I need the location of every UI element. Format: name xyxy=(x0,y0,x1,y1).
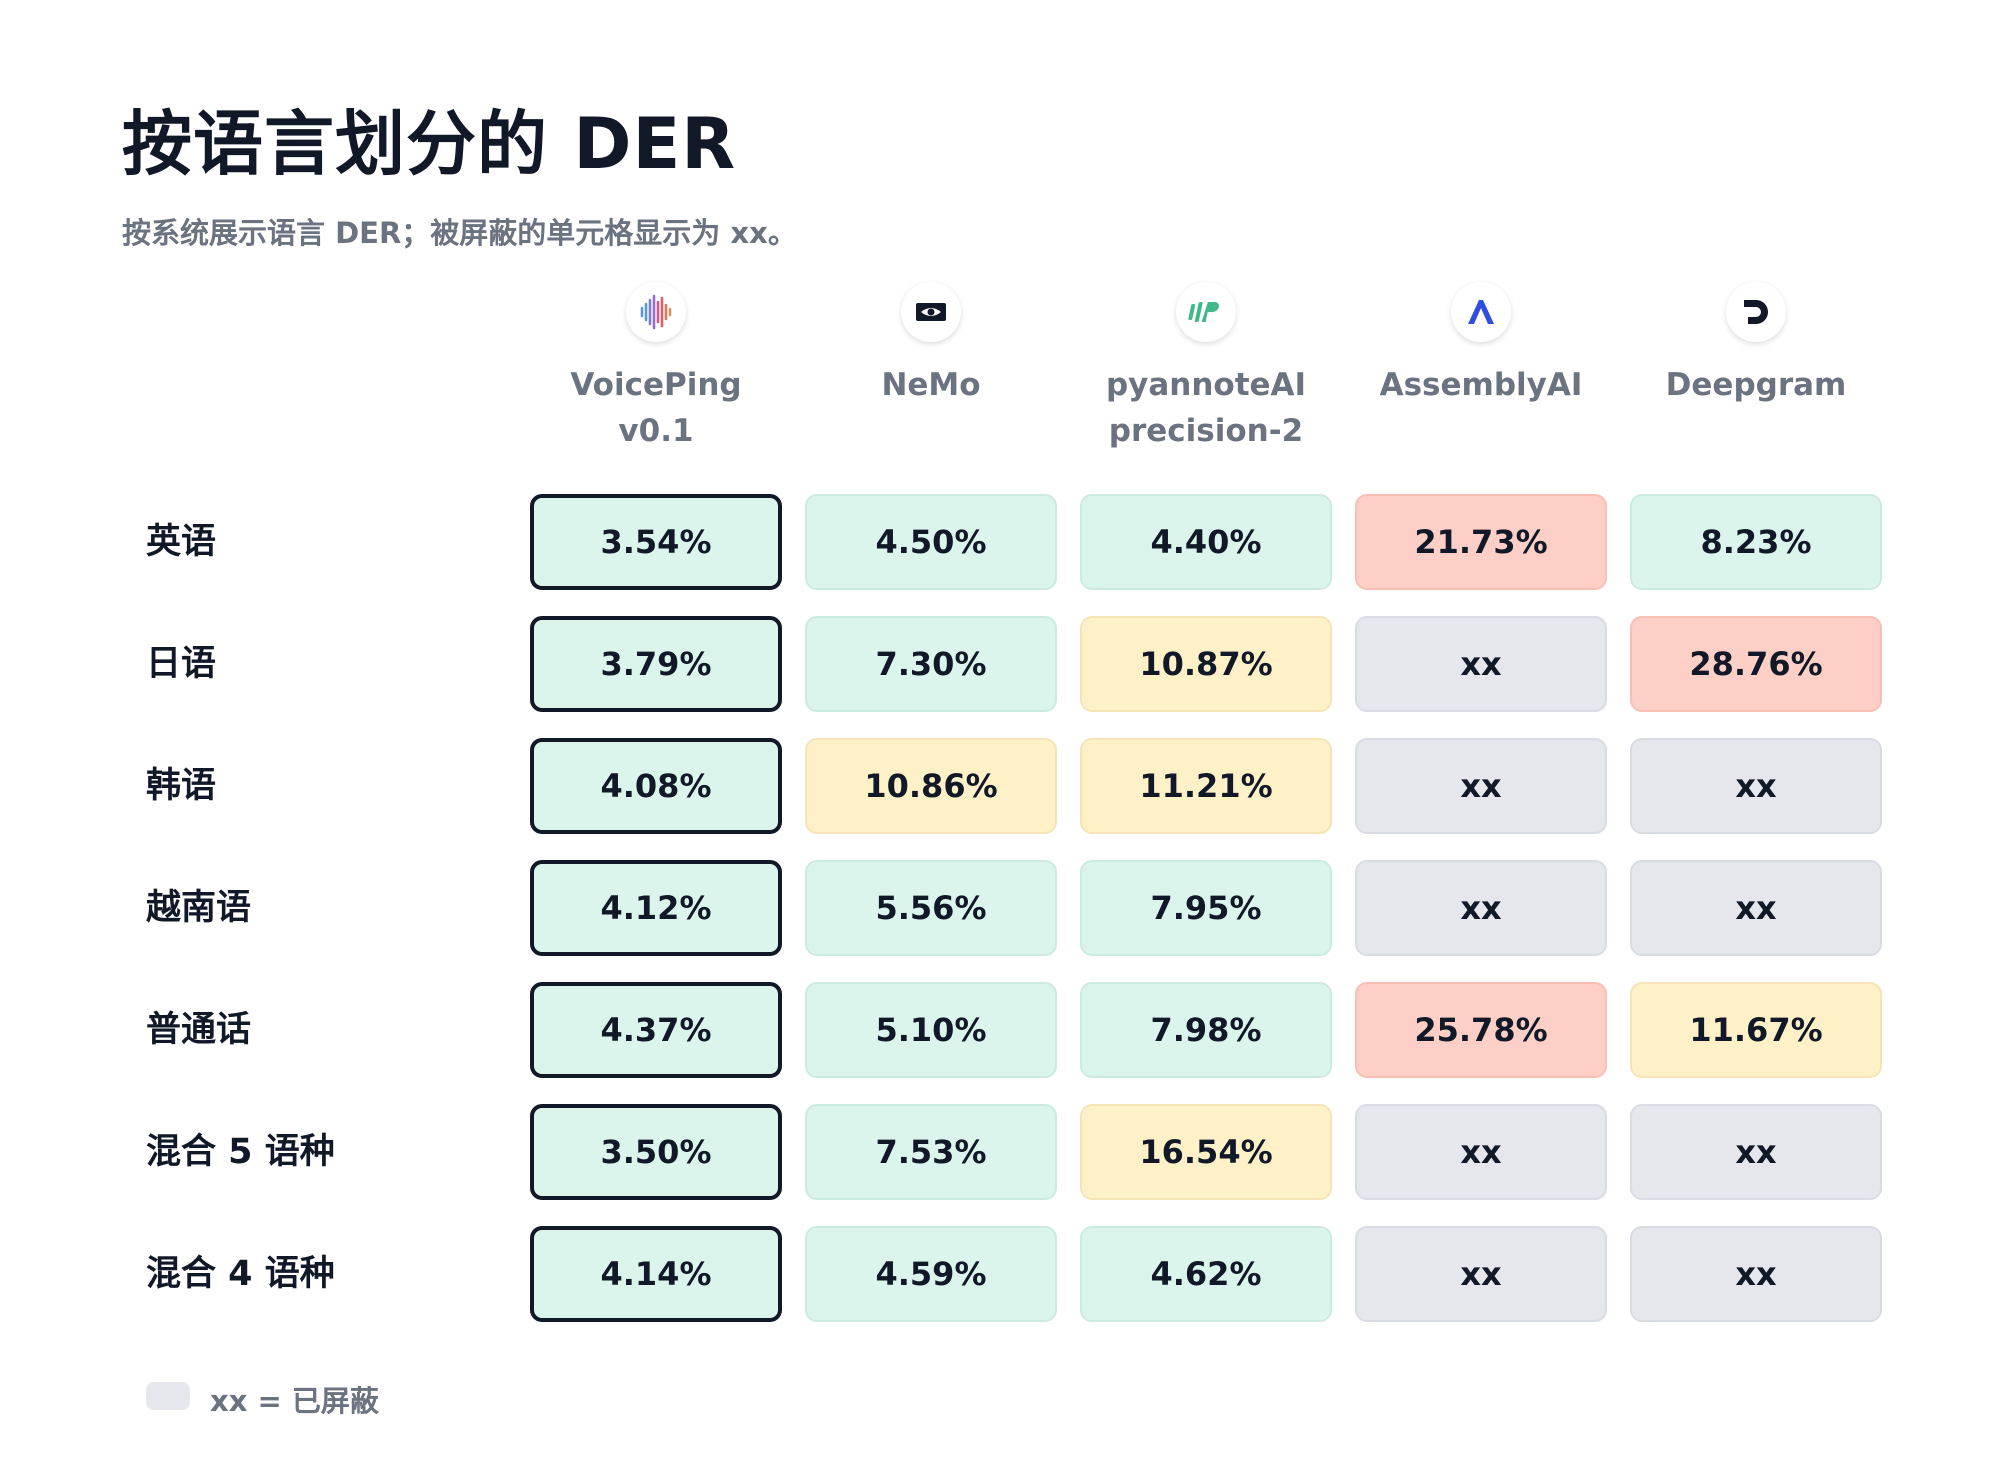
der-cell: 3.50% xyxy=(530,1104,782,1200)
der-cell: xx xyxy=(1355,738,1607,834)
chart-subtitle: 按系统展示语言 DER；被屏蔽的单元格显示为 xx。 xyxy=(122,216,797,250)
column-header: NeMo xyxy=(805,282,1057,408)
der-cell: 28.76% xyxy=(1630,616,1882,712)
legend-swatch-masked xyxy=(146,1382,190,1410)
row-label: 日语 xyxy=(146,644,217,684)
row-label: 混合 5 语种 xyxy=(146,1132,335,1172)
der-cell: 4.14% xyxy=(530,1226,782,1322)
pyannote-logo-icon xyxy=(1176,282,1236,342)
der-cell: xx xyxy=(1630,1226,1882,1322)
der-cell: xx xyxy=(1355,616,1607,712)
assemblyai-logo-icon xyxy=(1451,282,1511,342)
der-cell: 5.56% xyxy=(805,860,1057,956)
column-name: VoicePing v0.1 xyxy=(570,367,742,449)
der-cell: 16.54% xyxy=(1080,1104,1332,1200)
der-cell: xx xyxy=(1630,738,1882,834)
der-cell: 7.53% xyxy=(805,1104,1057,1200)
der-cell: 4.40% xyxy=(1080,494,1332,590)
column-name: pyannoteAI precision-2 xyxy=(1105,367,1307,449)
der-cell: 8.23% xyxy=(1630,494,1882,590)
der-cell: 11.21% xyxy=(1080,738,1332,834)
deepgram-logo-icon xyxy=(1726,282,1786,342)
column-header: VoicePing v0.1 xyxy=(530,282,782,454)
der-cell: 4.37% xyxy=(530,982,782,1078)
column-name: Deepgram xyxy=(1665,367,1847,403)
row-label: 混合 4 语种 xyxy=(146,1254,335,1294)
legend-text: xx = 已屏蔽 xyxy=(210,1384,379,1418)
row-label: 普通话 xyxy=(146,1010,252,1050)
der-cell: 10.86% xyxy=(805,738,1057,834)
der-cell: 4.50% xyxy=(805,494,1057,590)
der-cell: 11.67% xyxy=(1630,982,1882,1078)
column-header: AssemblyAI xyxy=(1355,282,1607,408)
der-cell: 3.79% xyxy=(530,616,782,712)
der-cell: 4.62% xyxy=(1080,1226,1332,1322)
der-cell: xx xyxy=(1355,1226,1607,1322)
der-cell: 25.78% xyxy=(1355,982,1607,1078)
der-cell: xx xyxy=(1630,860,1882,956)
der-cell: 7.98% xyxy=(1080,982,1332,1078)
nvidia-logo-icon xyxy=(901,282,961,342)
der-cell: 4.08% xyxy=(530,738,782,834)
column-header: Deepgram xyxy=(1630,282,1882,408)
der-cell: xx xyxy=(1355,860,1607,956)
der-cell: 21.73% xyxy=(1355,494,1607,590)
row-label: 韩语 xyxy=(146,766,217,806)
chart-title: 按语言划分的 DER xyxy=(122,103,737,185)
column-name: AssemblyAI xyxy=(1379,367,1583,403)
der-cell: xx xyxy=(1630,1104,1882,1200)
der-cell: 7.95% xyxy=(1080,860,1332,956)
row-label: 英语 xyxy=(146,522,217,562)
der-cell: 5.10% xyxy=(805,982,1057,1078)
der-cell: 10.87% xyxy=(1080,616,1332,712)
voiceping-logo-icon xyxy=(626,282,686,342)
der-cell: 7.30% xyxy=(805,616,1057,712)
column-name: NeMo xyxy=(881,367,981,403)
der-cell: xx xyxy=(1355,1104,1607,1200)
der-cell: 4.12% xyxy=(530,860,782,956)
row-label: 越南语 xyxy=(146,888,252,928)
column-header: pyannoteAI precision-2 xyxy=(1080,282,1332,454)
der-cell: 3.54% xyxy=(530,494,782,590)
der-cell: 4.59% xyxy=(805,1226,1057,1322)
